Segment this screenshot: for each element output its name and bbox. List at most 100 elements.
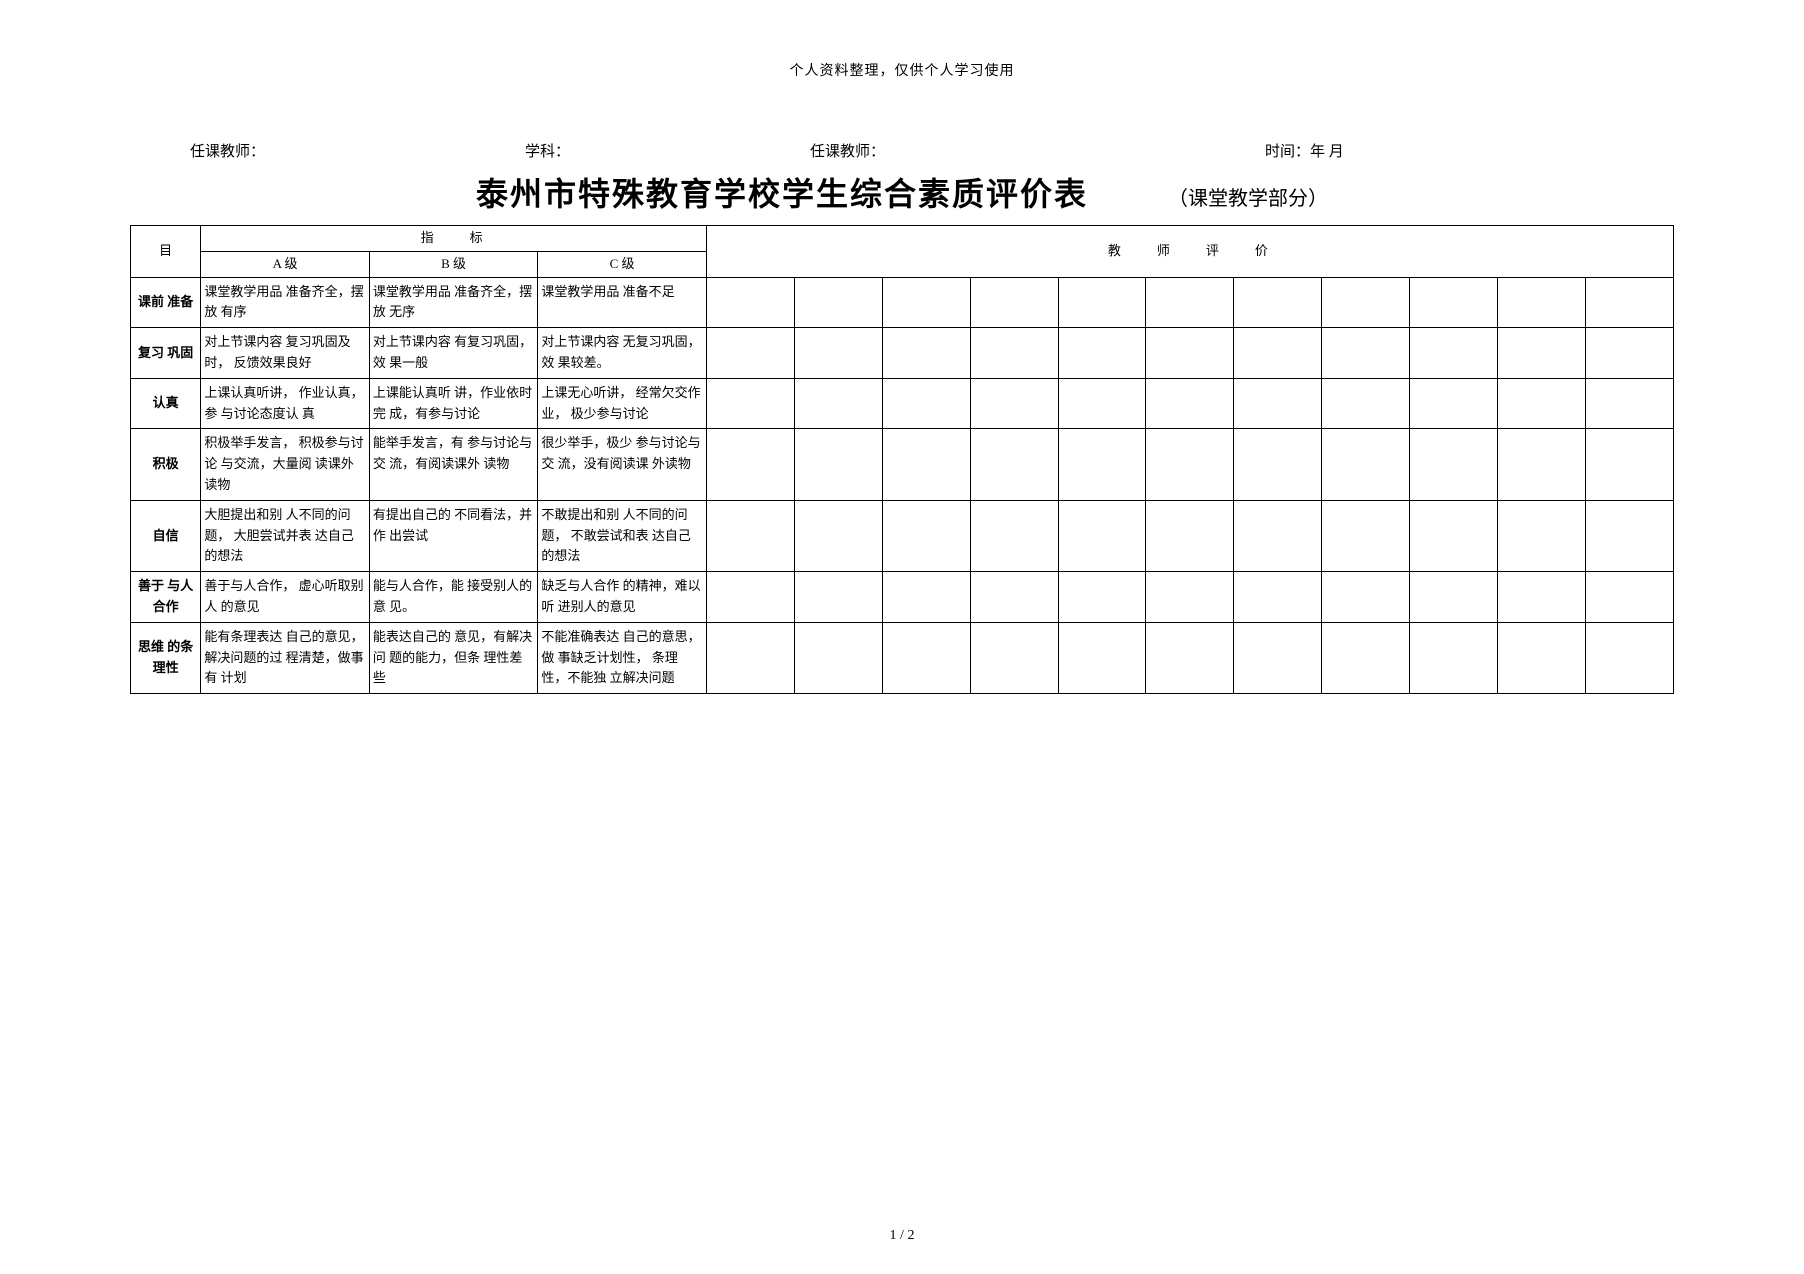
- eval-cell: [1234, 622, 1322, 693]
- eval-cell: [970, 429, 1058, 500]
- eval-cell: [794, 429, 882, 500]
- header-note: 个人资料整理，仅供个人学习使用: [130, 60, 1674, 80]
- eval-cell: [794, 622, 882, 693]
- eval-cell: [1146, 572, 1234, 623]
- eval-cell: [1410, 572, 1498, 623]
- eval-cell: [1058, 572, 1146, 623]
- level-c-cell: 不敢提出和别 人不同的问题， 不敢尝试和表 达自己的想法: [538, 500, 707, 571]
- level-a-cell: 对上节课内容 复习巩固及时， 反馈效果良好: [201, 328, 370, 379]
- eval-cell: [970, 328, 1058, 379]
- eval-cell: [1058, 277, 1146, 328]
- level-c-cell: 上课无心听讲， 经常欠交作业， 极少参与讨论: [538, 378, 707, 429]
- eval-cell: [706, 328, 794, 379]
- eval-cell: [882, 622, 970, 693]
- eval-cell: [882, 378, 970, 429]
- note-prefix: 个人: [790, 64, 820, 79]
- eval-cell: [706, 500, 794, 571]
- level-b-cell: 对上节课内容 有复习巩固，效 果一般: [369, 328, 538, 379]
- eval-cell: [1322, 277, 1410, 328]
- eval-cell: [882, 429, 970, 500]
- project-cell: 思维 的条 理性: [131, 622, 201, 693]
- eval-cell: [1498, 277, 1586, 328]
- level-b-cell: 能与人合作，能 接受别人的意 见。: [369, 572, 538, 623]
- level-b-cell: 能举手发言，有 参与讨论与交 流，有阅读课外 读物: [369, 429, 538, 500]
- meta-teacher1-label: 任课教师：: [190, 140, 265, 161]
- subtitle: （课堂教学部分）: [1168, 182, 1328, 211]
- eval-cell: [1146, 429, 1234, 500]
- project-cell: 善于 与人 合作: [131, 572, 201, 623]
- eval-cell: [1322, 622, 1410, 693]
- eval-cell: [1234, 572, 1322, 623]
- table-row: 自信大胆提出和别 人不同的问题， 大胆尝试并表 达自己的想法有提出自己的 不同看…: [131, 500, 1674, 571]
- eval-cell: [1146, 378, 1234, 429]
- eval-cell: [1058, 328, 1146, 379]
- header-row-1: 目 指标 教师评价: [131, 226, 1674, 252]
- eval-cell: [1410, 378, 1498, 429]
- eval-cell: [970, 572, 1058, 623]
- level-b-cell: 上课能认真听 讲，作业依时完 成，有参与讨论: [369, 378, 538, 429]
- table-row: 认真上课认真听讲， 作业认真，参 与讨论态度认 真上课能认真听 讲，作业依时完 …: [131, 378, 1674, 429]
- header-indicator: 指标: [201, 226, 707, 252]
- level-b-cell: 有提出自己的 不同看法，并作 出尝试: [369, 500, 538, 571]
- meta-teacher2-label: 任课教师：: [810, 140, 885, 161]
- eval-cell: [1585, 277, 1673, 328]
- eval-cell: [970, 277, 1058, 328]
- table-row: 善于 与人 合作善于与人合作， 虚心听取别人 的意见能与人合作，能 接受别人的意…: [131, 572, 1674, 623]
- header-teacher-eval: 教师评价: [706, 226, 1673, 278]
- eval-cell: [1585, 500, 1673, 571]
- eval-cell: [1322, 378, 1410, 429]
- project-cell: 复习 巩固: [131, 328, 201, 379]
- eval-cell: [1585, 622, 1673, 693]
- eval-cell: [794, 378, 882, 429]
- eval-cell: [1410, 328, 1498, 379]
- note-mid1: 资料整理，仅: [820, 64, 910, 79]
- eval-cell: [1498, 429, 1586, 500]
- project-cell: 积极: [131, 429, 201, 500]
- main-title: 泰州市特殊教育学校学生综合素质评价表: [476, 169, 1088, 215]
- level-a-cell: 积极举手发言， 积极参与讨论 与交流，大量阅 读课外读物: [201, 429, 370, 500]
- eval-cell: [882, 500, 970, 571]
- page-number: 1 / 2: [890, 1228, 915, 1244]
- level-b-cell: 课堂教学用品 准备齐全，摆放 无序: [369, 277, 538, 328]
- eval-cell: [794, 500, 882, 571]
- eval-cell: [794, 572, 882, 623]
- level-a-cell: 课堂教学用品 准备齐全，摆放 有序: [201, 277, 370, 328]
- eval-cell: [1498, 622, 1586, 693]
- eval-cell: [1322, 500, 1410, 571]
- eval-cell: [794, 277, 882, 328]
- note-suffix: 使用: [985, 64, 1015, 79]
- level-c-cell: 课堂教学用品 准备不足: [538, 277, 707, 328]
- eval-cell: [1058, 429, 1146, 500]
- meta-subject-label: 学科：: [525, 140, 570, 161]
- project-cell: 认真: [131, 378, 201, 429]
- eval-cell: [1585, 328, 1673, 379]
- eval-cell: [1146, 277, 1234, 328]
- eval-cell: [970, 622, 1058, 693]
- eval-cell: [1410, 277, 1498, 328]
- eval-cell: [1234, 328, 1322, 379]
- eval-cell: [1234, 500, 1322, 571]
- evaluation-table: 目 指标 教师评价 A 级 B 级 C 级 课前 准备课堂教学用品 准备齐全，摆…: [130, 225, 1674, 694]
- note-mid2: 供个人学习: [910, 64, 985, 79]
- eval-cell: [1146, 622, 1234, 693]
- eval-cell: [706, 622, 794, 693]
- eval-cell: [882, 277, 970, 328]
- eval-cell: [1058, 500, 1146, 571]
- meta-row: 任课教师： 学科： 任课教师： 时间：年 月: [130, 140, 1674, 161]
- table-row: 思维 的条 理性能有条理表达 自己的意见， 解决问题的过 程清楚，做事有 计划能…: [131, 622, 1674, 693]
- eval-cell: [1234, 378, 1322, 429]
- eval-cell: [882, 572, 970, 623]
- eval-cell: [1498, 572, 1586, 623]
- table-row: 课前 准备课堂教学用品 准备齐全，摆放 有序课堂教学用品 准备齐全，摆放 无序课…: [131, 277, 1674, 328]
- eval-cell: [706, 277, 794, 328]
- table-row: 复习 巩固对上节课内容 复习巩固及时， 反馈效果良好对上节课内容 有复习巩固，效…: [131, 328, 1674, 379]
- eval-cell: [1146, 500, 1234, 571]
- level-a-cell: 大胆提出和别 人不同的问题， 大胆尝试并表 达自己的想法: [201, 500, 370, 571]
- eval-cell: [1410, 622, 1498, 693]
- eval-cell: [1585, 429, 1673, 500]
- eval-cell: [1234, 277, 1322, 328]
- level-a-cell: 上课认真听讲， 作业认真，参 与讨论态度认 真: [201, 378, 370, 429]
- meta-time-label: 时间：年 月: [1265, 140, 1344, 161]
- header-level-c: C 级: [538, 251, 707, 277]
- header-level-a: A 级: [201, 251, 370, 277]
